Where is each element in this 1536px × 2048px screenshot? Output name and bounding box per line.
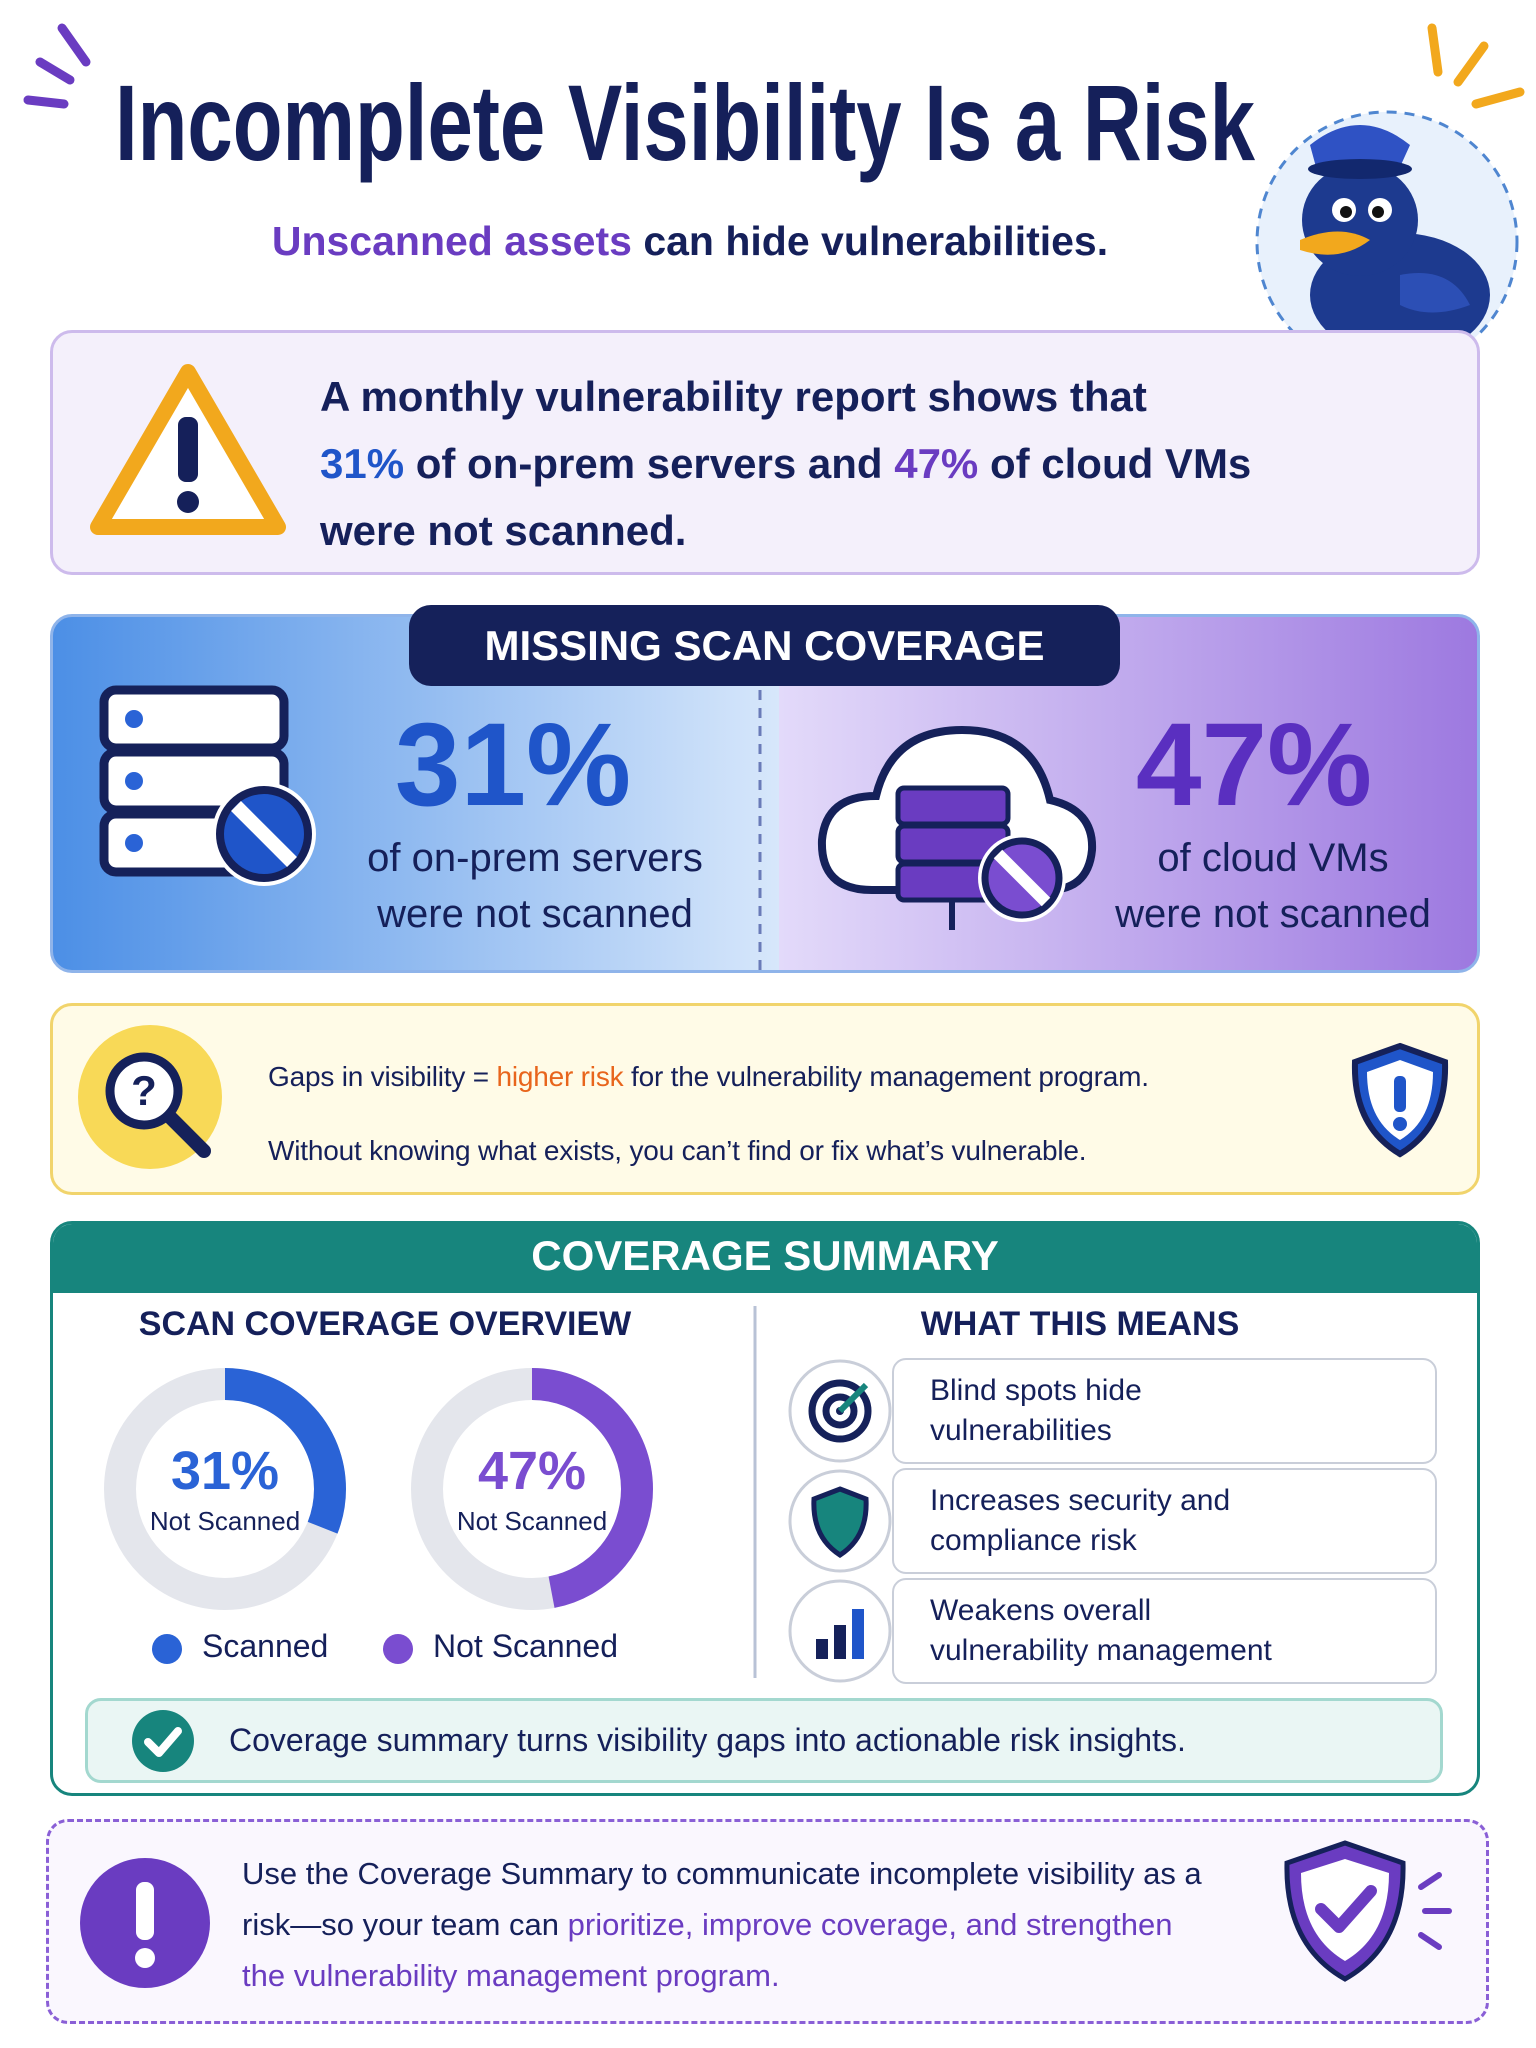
text-segment: higher risk — [496, 1061, 624, 1092]
exclamation-icon — [80, 1858, 210, 1988]
donut — [104, 1368, 346, 1610]
text-segment: 31% — [320, 440, 405, 487]
donut-label: 47% — [477, 1441, 587, 1501]
text-segment: Unscanned assets — [271, 218, 632, 264]
icon-shape — [808, 1379, 872, 1443]
donut-arc — [411, 1368, 653, 1610]
svg-text:?: ? — [131, 1067, 157, 1114]
meaning-text: Blind spots hide vulnerabilities — [930, 1371, 1142, 1451]
icon-shape — [837, 1382, 869, 1414]
meaning-icon — [788, 1469, 892, 1573]
caption-cloud: of cloud VMs were not scanned — [1073, 830, 1473, 942]
caption-line: of on-prem servers — [367, 836, 703, 880]
summary-header-band — [53, 1224, 1477, 1293]
meaning-line: vulnerabilities — [930, 1414, 1112, 1447]
icon-shape — [852, 1609, 864, 1659]
caption-line: were not scanned — [377, 892, 693, 936]
coverage-header: MISSING SCAN COVERAGE — [409, 605, 1120, 686]
text-segment: Use the Coverage Summary to communicate … — [242, 1856, 1202, 1891]
text-line: were not scanned. — [320, 497, 1251, 564]
meaning-box — [892, 1468, 1437, 1574]
summary-divider — [753, 1306, 757, 1678]
meaning-text: Increases security and compliance risk — [930, 1481, 1230, 1561]
text-segment: the vulnerability management program. — [242, 1958, 780, 1993]
check-icon — [132, 1710, 194, 1772]
text-segment: of on-prem servers and — [415, 440, 883, 487]
icon-shape — [811, 1486, 869, 1558]
meaning-box — [892, 1578, 1437, 1684]
text-segment: 47% — [894, 440, 979, 487]
summary-footer: Coverage summary turns visibility gaps i… — [229, 1722, 1186, 1758]
donut — [411, 1368, 653, 1610]
summary-title: COVERAGE SUMMARY — [531, 1232, 999, 1279]
text-segment: were not scanned. — [320, 507, 687, 554]
donut-caption: Not Scanned — [149, 1506, 301, 1536]
mascot — [1255, 110, 1519, 374]
meaning-line: compliance risk — [930, 1524, 1137, 1557]
coverage-divider — [758, 690, 762, 970]
caption-onprem: of on-prem servers were not scanned — [335, 830, 735, 942]
callout-text: Use the Coverage Summary to communicate … — [242, 1848, 1202, 2001]
shield-check-icon — [1284, 1840, 1452, 1982]
search-icon: ? — [78, 1025, 222, 1169]
donut-caption: Not Scanned — [456, 1506, 608, 1536]
meaning-icon — [788, 1359, 892, 1463]
summary-footer-box — [85, 1698, 1443, 1783]
meaning-line: vulnerability management — [930, 1634, 1272, 1667]
legend-swatch — [383, 1634, 413, 1664]
warning-icon — [90, 364, 286, 535]
text-line: risk—so your team can prioritize, improv… — [242, 1899, 1202, 1950]
text-line: 31% of on-prem servers and 47% of cloud … — [320, 430, 1251, 497]
stat-cloud: 47% — [1135, 699, 1373, 831]
text-line: Without knowing what exists, you can’t f… — [268, 1114, 1149, 1188]
intro-box — [50, 330, 1480, 575]
overview-title: SCAN COVERAGE OVERVIEW — [138, 1305, 632, 1343]
caption-line: were not scanned — [1115, 892, 1431, 936]
title-area: Incomplete Visibility Is a Risk — [115, 62, 1256, 183]
legend-label: Not Scanned — [433, 1628, 619, 1664]
text-line: Unscanned assets can hide vulnerabilitie… — [180, 218, 1200, 265]
meaning-line: Increases security and — [930, 1484, 1231, 1517]
legend-label: Scanned — [202, 1628, 329, 1664]
subtitle: Unscanned assets can hide vulnerabilitie… — [180, 218, 1200, 265]
meaning-icon — [788, 1579, 892, 1683]
server-icon — [99, 685, 316, 886]
text-line: A monthly vulnerability report shows tha… — [320, 363, 1251, 430]
stat-onprem: 31% — [394, 699, 632, 831]
callout-box — [46, 1819, 1489, 2024]
text-segment: A monthly vulnerability report shows tha… — [320, 373, 1147, 420]
meaning-line: Blind spots hide — [930, 1374, 1142, 1407]
text-segment: risk—so your team can — [242, 1907, 559, 1942]
donut-label: 31% — [170, 1441, 280, 1501]
legend-swatch — [152, 1634, 182, 1664]
text-line: Use the Coverage Summary to communicate … — [242, 1848, 1202, 1899]
caption-line: of cloud VMs — [1157, 836, 1389, 880]
meaning-line: Weakens overall — [930, 1594, 1152, 1627]
shield-alert-icon — [1351, 1042, 1449, 1158]
text-line: the vulnerability management program. — [242, 1950, 1202, 2001]
text-line: Gaps in visibility = higher risk for the… — [268, 1040, 1149, 1114]
icon-shape — [834, 1625, 846, 1659]
meaning-box — [892, 1358, 1437, 1464]
icon-shape — [816, 1639, 828, 1659]
text-segment: of cloud VMs — [989, 440, 1252, 487]
text-segment: can hide vulnerabilities. — [643, 218, 1109, 264]
meaning-text: Weakens overall vulnerability management — [930, 1591, 1272, 1671]
risk-box — [50, 1003, 1480, 1195]
text-segment: Gaps in visibility = — [268, 1061, 489, 1092]
cloud-icon — [817, 725, 1097, 930]
decor-sparks — [23, 23, 1525, 109]
risk-text: Gaps in visibility = higher risk for the… — [268, 1040, 1149, 1188]
title: Incomplete Visibility Is a Risk — [115, 62, 1256, 183]
meanings-title: WHAT THIS MEANS — [920, 1305, 1240, 1343]
donut-arc — [104, 1368, 346, 1610]
icon-shape — [822, 1393, 858, 1429]
text-segment: prioritize, improve coverage, and streng… — [567, 1907, 1173, 1942]
intro-text: A monthly vulnerability report shows tha… — [320, 363, 1251, 564]
text-segment: Without knowing what exists, you can’t f… — [268, 1135, 1087, 1166]
text-segment: for the vulnerability management program… — [631, 1061, 1149, 1092]
